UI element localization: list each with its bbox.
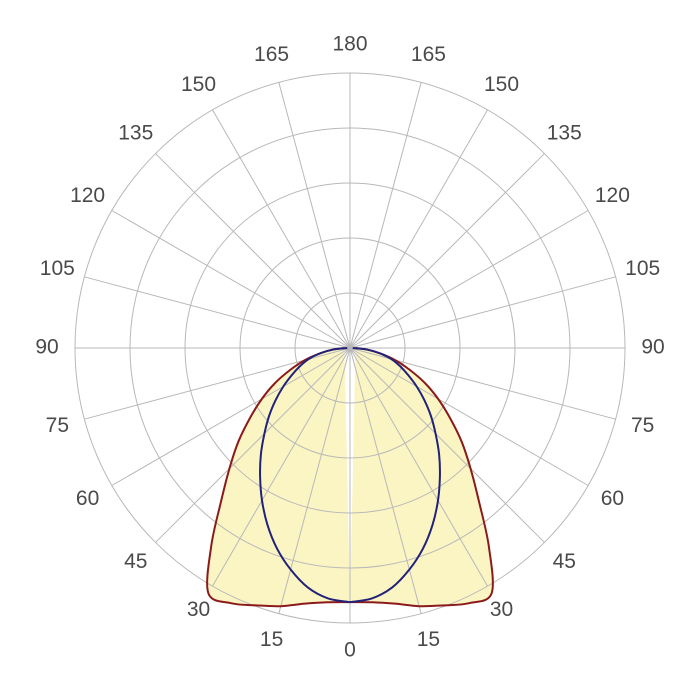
angle-label: 45: [553, 550, 576, 573]
angle-label: 135: [118, 121, 153, 144]
angle-label: 15: [417, 628, 440, 651]
angle-label: 60: [601, 487, 624, 510]
angle-label: 30: [187, 598, 210, 621]
angle-label: 120: [70, 184, 105, 207]
grid-spoke: [349, 347, 488, 587]
grid-spoke: [349, 153, 545, 349]
angle-label: 135: [547, 121, 582, 144]
intensity-curve: [206, 347, 351, 608]
grid-spoke: [111, 210, 351, 349]
grid-spoke: [349, 109, 488, 349]
grid-spoke: [278, 82, 351, 349]
angle-label: 90: [35, 336, 58, 359]
grid-spoke: [84, 276, 351, 349]
angle-label: 150: [181, 73, 216, 96]
intensity-curve: [259, 347, 351, 604]
intensity-curve: [349, 347, 441, 604]
angle-label: 165: [411, 43, 446, 66]
angle-label: 105: [40, 257, 75, 280]
grid-spoke: [349, 347, 589, 486]
angle-label: 75: [46, 414, 69, 437]
grid-spoke: [349, 210, 589, 349]
grid-spoke: [349, 347, 545, 543]
curve-fill: [207, 348, 350, 607]
angle-label: 105: [625, 257, 660, 280]
angle-label: 90: [641, 336, 664, 359]
grid-spoke: [212, 109, 351, 349]
angle-label: 150: [484, 73, 519, 96]
angle-label: 60: [76, 487, 99, 510]
angle-label: 15: [260, 628, 283, 651]
grid-spoke: [349, 276, 616, 349]
grid-spoke: [212, 347, 351, 587]
intensity-curve: [349, 347, 494, 608]
grid-spoke: [111, 347, 351, 486]
grid-spoke: [155, 347, 351, 543]
angle-label: 0: [344, 639, 356, 662]
grid-spoke: [349, 82, 422, 349]
angle-label: 30: [490, 598, 513, 621]
grid-spoke: [155, 153, 351, 349]
angle-label: 180: [332, 33, 367, 56]
angle-label: 165: [254, 43, 289, 66]
angle-label: 45: [124, 550, 147, 573]
angle-label: 75: [631, 414, 654, 437]
curve-fill: [350, 348, 493, 607]
angle-label: 120: [595, 184, 630, 207]
